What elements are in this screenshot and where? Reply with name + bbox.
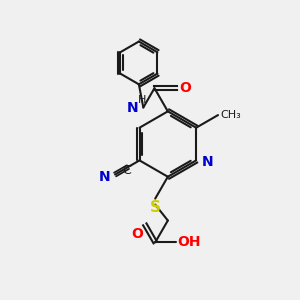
Text: N: N [202,155,213,169]
Text: S: S [150,200,161,215]
Text: O: O [179,81,191,95]
Text: CH₃: CH₃ [220,110,241,120]
Text: N: N [126,100,138,115]
Text: N: N [99,170,111,184]
Text: O: O [131,227,143,241]
Text: H: H [138,94,146,104]
Text: C: C [122,164,131,177]
Text: OH: OH [178,236,201,249]
